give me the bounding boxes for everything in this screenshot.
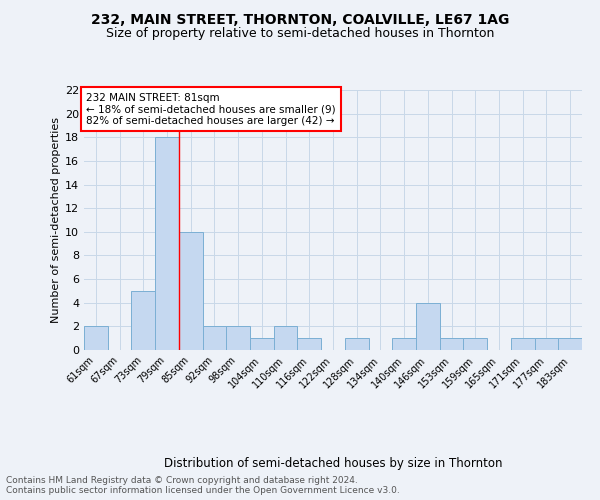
Text: 232 MAIN STREET: 81sqm
← 18% of semi-detached houses are smaller (9)
82% of semi: 232 MAIN STREET: 81sqm ← 18% of semi-det…: [86, 92, 336, 126]
Bar: [440, 338, 463, 350]
Bar: [155, 138, 179, 350]
Text: 232, MAIN STREET, THORNTON, COALVILLE, LE67 1AG: 232, MAIN STREET, THORNTON, COALVILLE, L…: [91, 12, 509, 26]
Bar: [345, 338, 368, 350]
Bar: [511, 338, 535, 350]
Bar: [179, 232, 203, 350]
Text: Size of property relative to semi-detached houses in Thornton: Size of property relative to semi-detach…: [106, 28, 494, 40]
Bar: [131, 291, 155, 350]
Text: Distribution of semi-detached houses by size in Thornton: Distribution of semi-detached houses by …: [164, 458, 502, 470]
Bar: [84, 326, 108, 350]
Y-axis label: Number of semi-detached properties: Number of semi-detached properties: [51, 117, 61, 323]
Text: Contains HM Land Registry data © Crown copyright and database right 2024.
Contai: Contains HM Land Registry data © Crown c…: [6, 476, 400, 495]
Bar: [535, 338, 558, 350]
Bar: [274, 326, 298, 350]
Bar: [298, 338, 321, 350]
Bar: [558, 338, 582, 350]
Bar: [463, 338, 487, 350]
Bar: [392, 338, 416, 350]
Bar: [416, 302, 440, 350]
Bar: [203, 326, 226, 350]
Bar: [226, 326, 250, 350]
Bar: [250, 338, 274, 350]
